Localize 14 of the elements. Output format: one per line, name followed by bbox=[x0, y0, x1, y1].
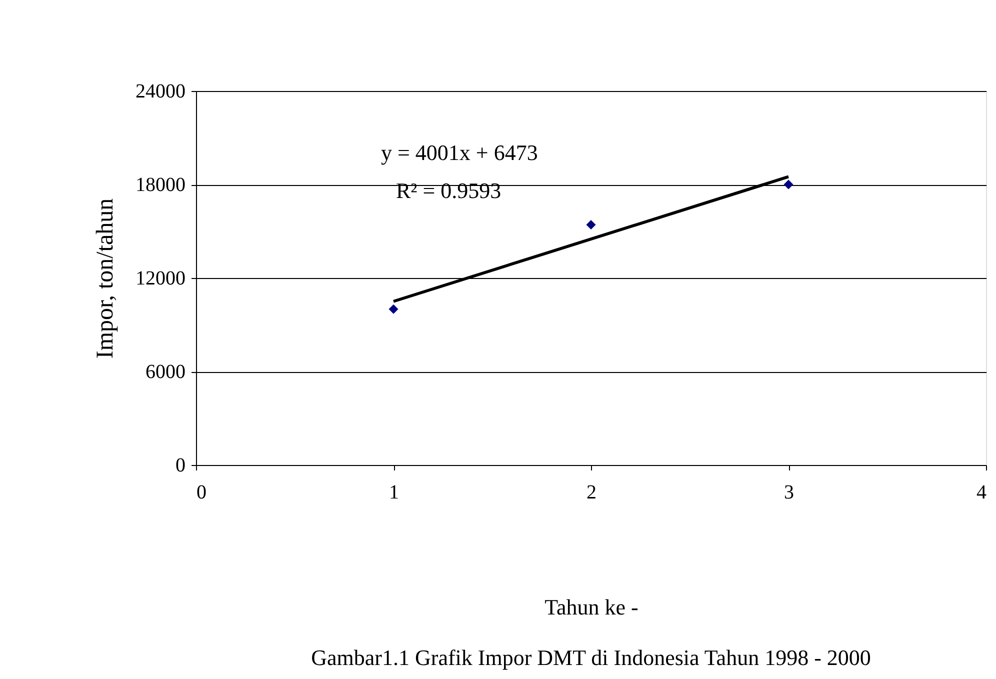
x-tick-label: 1 bbox=[389, 482, 399, 504]
y-tick-label: 6000 bbox=[146, 361, 186, 383]
x-axis-title: Tahun ke - bbox=[544, 594, 638, 620]
x-tick-label: 2 bbox=[586, 482, 596, 504]
x-tick-label: 3 bbox=[784, 482, 794, 504]
text: Gambar1.1 Grafik Impor DMT di Indonesia Tahun 1998 - 2000 bbox=[311, 645, 871, 670]
y-tick-label: 0 bbox=[176, 454, 186, 476]
x-tick-label: 4 bbox=[976, 482, 986, 504]
annotation: y = 4001x + 6473 bbox=[381, 140, 538, 165]
y-tick-label: 24000 bbox=[136, 80, 186, 102]
y-axis-title: Impor, ton/tahun bbox=[92, 198, 118, 359]
y-tick-label: 12000 bbox=[136, 268, 186, 290]
y-tick-label: 18000 bbox=[136, 174, 186, 196]
x-tick-label: 0 bbox=[196, 482, 206, 504]
